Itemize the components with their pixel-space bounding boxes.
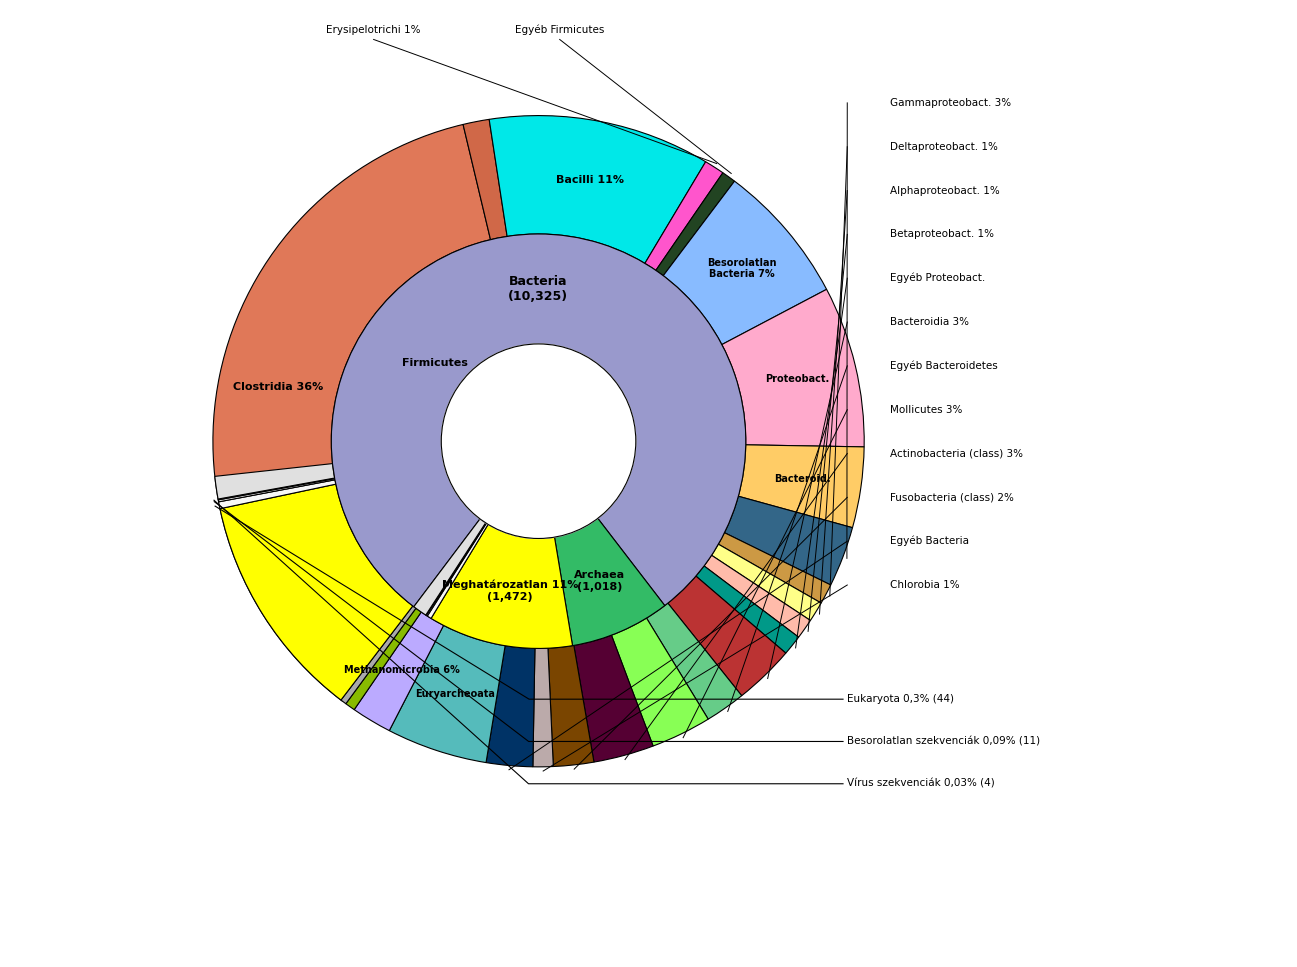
Text: Gammaproteobact. 3%: Gammaproteobact. 3%: [890, 98, 1010, 108]
Wedge shape: [427, 523, 486, 616]
Text: Alphaproteobact. 1%: Alphaproteobact. 1%: [890, 186, 999, 195]
Wedge shape: [486, 646, 534, 767]
Text: Erysipelotrichi 1%: Erysipelotrichi 1%: [327, 25, 420, 35]
Text: Fusobacteria (class) 2%: Fusobacteria (class) 2%: [890, 492, 1013, 502]
Wedge shape: [547, 645, 594, 767]
Wedge shape: [218, 478, 335, 500]
Text: Mollicutes 3%: Mollicutes 3%: [890, 404, 962, 415]
Text: Firmicutes: Firmicutes: [402, 359, 468, 368]
Text: Eukaryota 0,3% (44): Eukaryota 0,3% (44): [847, 694, 955, 704]
Wedge shape: [425, 523, 486, 615]
Wedge shape: [696, 566, 799, 653]
Wedge shape: [341, 606, 416, 704]
Wedge shape: [738, 445, 864, 528]
Wedge shape: [555, 518, 665, 646]
Text: Bacteria
(10,325): Bacteria (10,325): [508, 275, 568, 303]
Text: Besorolatlan
Bacteria 7%: Besorolatlan Bacteria 7%: [707, 258, 776, 279]
Wedge shape: [646, 603, 742, 719]
Wedge shape: [463, 119, 507, 240]
Text: Bacilli 11%: Bacilli 11%: [555, 175, 624, 185]
Circle shape: [441, 344, 636, 539]
Wedge shape: [218, 479, 335, 502]
Text: Egyéb Bacteroidetes: Egyéb Bacteroidetes: [890, 361, 997, 371]
Text: Egyéb Firmicutes: Egyéb Firmicutes: [515, 25, 604, 35]
Wedge shape: [219, 480, 336, 509]
Text: Actinobacteria (class) 3%: Actinobacteria (class) 3%: [890, 449, 1022, 458]
Text: Archaea
(1,018): Archaea (1,018): [573, 571, 625, 592]
Text: Besorolatlan szekvenciák 0,09% (11): Besorolatlan szekvenciák 0,09% (11): [847, 737, 1040, 747]
Wedge shape: [573, 635, 654, 762]
Wedge shape: [668, 576, 786, 695]
Wedge shape: [346, 608, 422, 710]
Text: Betaproteobact. 1%: Betaproteobact. 1%: [890, 229, 994, 240]
Wedge shape: [389, 626, 505, 763]
Wedge shape: [719, 533, 830, 603]
Wedge shape: [213, 125, 490, 701]
Wedge shape: [489, 116, 706, 263]
Text: Meghatározatlan 11%
(1,472): Meghatározatlan 11% (1,472): [441, 579, 578, 601]
Wedge shape: [656, 173, 734, 276]
Wedge shape: [533, 648, 554, 767]
Wedge shape: [663, 181, 826, 344]
Wedge shape: [354, 612, 444, 731]
Wedge shape: [611, 618, 708, 746]
Text: Chlorobia 1%: Chlorobia 1%: [890, 580, 960, 590]
Text: Proteobact.: Proteobact.: [765, 374, 830, 385]
Text: Euryarcheoata: Euryarcheoata: [415, 689, 495, 699]
Wedge shape: [331, 234, 746, 606]
Text: Bacteroidia 3%: Bacteroidia 3%: [890, 317, 969, 327]
Text: Deltaproteobact. 1%: Deltaproteobact. 1%: [890, 142, 997, 152]
Text: Egyéb Bacteria: Egyéb Bacteria: [890, 536, 969, 546]
Wedge shape: [712, 544, 821, 621]
Wedge shape: [704, 555, 811, 637]
Wedge shape: [427, 523, 488, 618]
Wedge shape: [722, 289, 864, 447]
Text: Vírus szekvenciák 0,03% (4): Vírus szekvenciák 0,03% (4): [847, 778, 995, 789]
Text: Bacteroid.: Bacteroid.: [774, 474, 830, 484]
Text: Egyéb Proteobact.: Egyéb Proteobact.: [890, 273, 984, 283]
Wedge shape: [645, 161, 722, 271]
Wedge shape: [725, 496, 852, 585]
Wedge shape: [414, 519, 485, 615]
Wedge shape: [431, 524, 572, 649]
Wedge shape: [215, 463, 335, 499]
Wedge shape: [220, 484, 412, 700]
Text: Clostridia 36%: Clostridia 36%: [232, 382, 323, 392]
Text: Methanomicrobia 6%: Methanomicrobia 6%: [344, 665, 459, 675]
